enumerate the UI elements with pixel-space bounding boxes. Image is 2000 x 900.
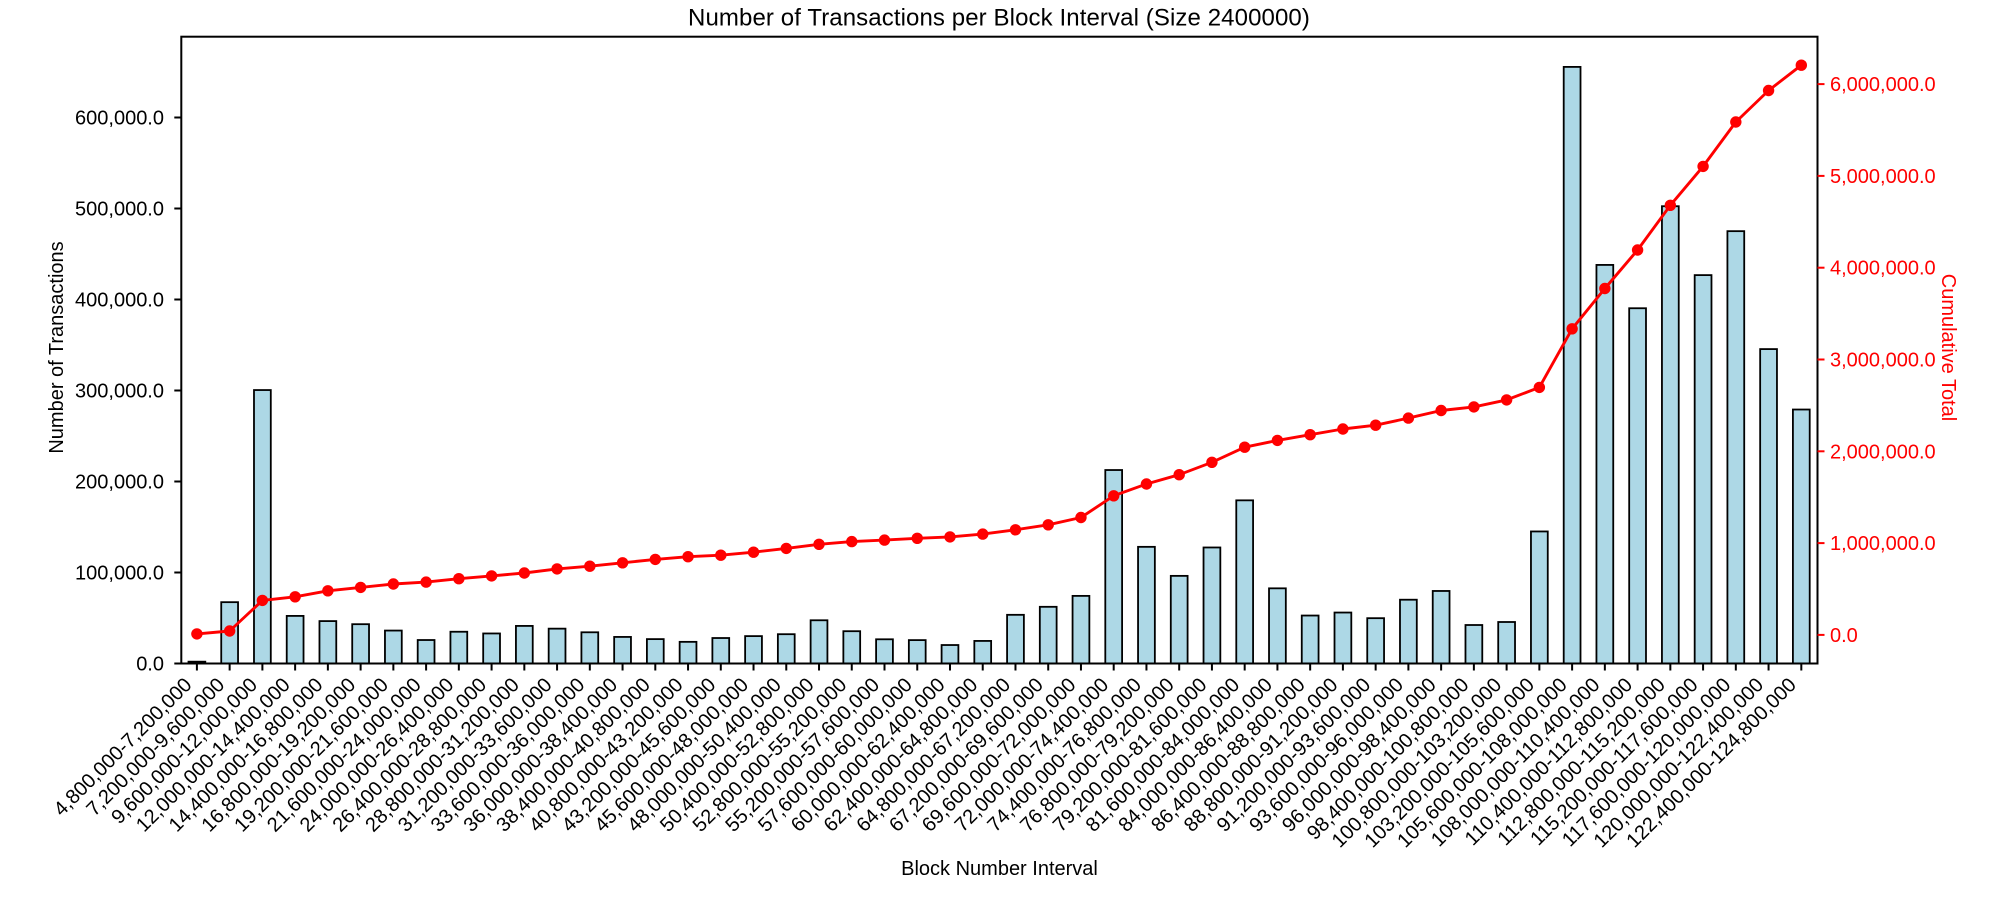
- svg-text:400,000.0: 400,000.0: [75, 290, 164, 312]
- svg-text:300,000.0: 300,000.0: [75, 381, 164, 403]
- svg-text:1,000,000.0: 1,000,000.0: [1830, 533, 1936, 555]
- svg-text:Number of Transactions per Blo: Number of Transactions per Block Interva…: [688, 5, 1310, 32]
- svg-text:2,000,000.0: 2,000,000.0: [1830, 441, 1936, 463]
- svg-text:600,000.0: 600,000.0: [75, 108, 164, 130]
- svg-text:5,000,000.0: 5,000,000.0: [1830, 166, 1936, 188]
- svg-text:6,000,000.0: 6,000,000.0: [1830, 74, 1936, 96]
- svg-text:3,000,000.0: 3,000,000.0: [1830, 350, 1936, 372]
- svg-text:Block Number Interval: Block Number Interval: [901, 858, 1098, 880]
- svg-text:0.0: 0.0: [1830, 625, 1858, 647]
- svg-text:0.0: 0.0: [136, 654, 164, 676]
- svg-text:Cumulative Total: Cumulative Total: [1937, 274, 1959, 421]
- svg-text:4,000,000.0: 4,000,000.0: [1830, 258, 1936, 280]
- svg-text:500,000.0: 500,000.0: [75, 199, 164, 221]
- svg-text:100,000.0: 100,000.0: [75, 563, 164, 585]
- svg-text:Number of Transactions: Number of Transactions: [46, 241, 68, 453]
- svg-text:200,000.0: 200,000.0: [75, 472, 164, 494]
